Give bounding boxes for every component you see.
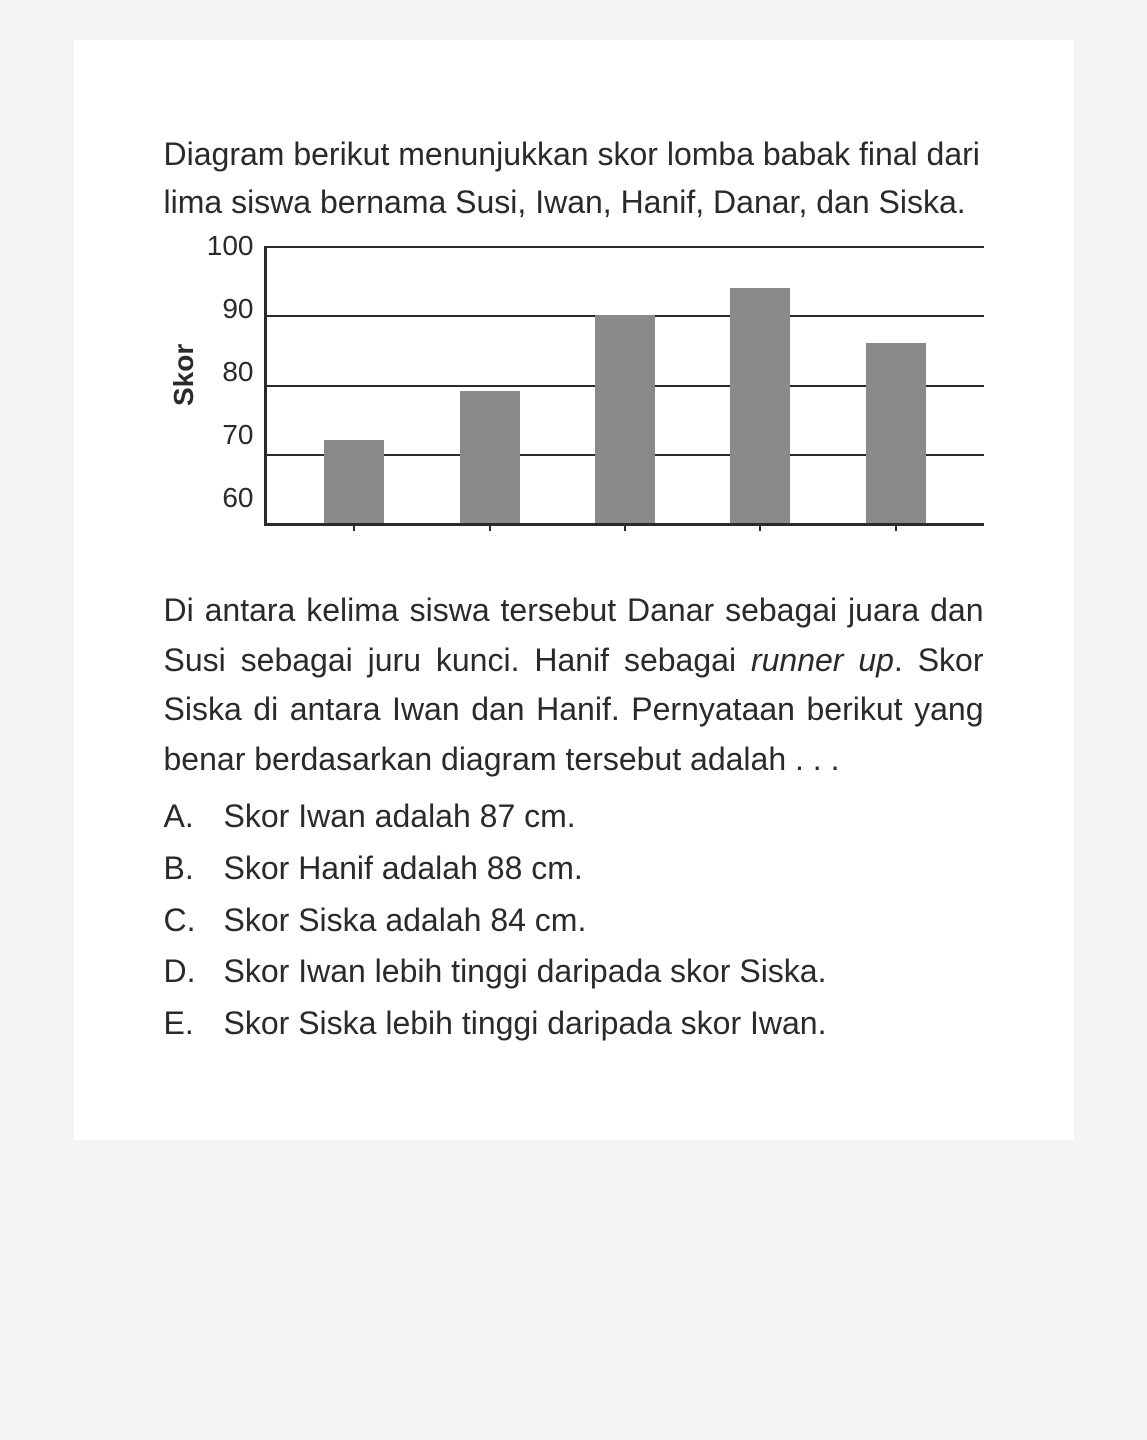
x-tick [595,523,655,531]
option-letter: E. [164,999,224,1049]
option-letter: A. [164,792,224,842]
option-text: Skor Siska adalah 84 cm. [224,896,984,946]
option-text: Skor Iwan lebih tinggi daripada skor Sis… [224,947,984,997]
y-tick: 60 [194,484,254,512]
bar-3 [595,315,655,523]
bar-4 [730,288,790,523]
option-d: D. Skor Iwan lebih tinggi daripada skor … [164,947,984,997]
option-text: Skor Hanif adalah 88 cm. [224,844,984,894]
option-letter: C. [164,896,224,946]
bars-group [267,246,984,523]
bar-1 [324,440,384,523]
bar-chart: Skor 100 90 80 70 60 [164,246,984,526]
option-e: E. Skor Siska lebih tinggi daripada skor… [164,999,984,1049]
intro-paragraph: Diagram berikut menunjukkan skor lomba b… [164,130,984,226]
x-tick [866,523,926,531]
question-italic: runner up [751,642,894,678]
y-tick: 70 [194,421,254,449]
y-ticks: 100 90 80 70 60 [194,246,254,526]
x-tickmarks [267,523,984,531]
y-tick: 100 [194,232,254,260]
option-letter: B. [164,844,224,894]
option-text: Skor Siska lebih tinggi daripada skor Iw… [224,999,984,1049]
y-tick: 80 [194,358,254,386]
plot-area [264,246,984,526]
x-tick [324,523,384,531]
options-list: A. Skor Iwan adalah 87 cm. B. Skor Hanif… [164,792,984,1048]
x-tick [460,523,520,531]
bar-5 [866,343,926,523]
x-tick [730,523,790,531]
exam-page: Diagram berikut menunjukkan skor lomba b… [74,40,1074,1140]
option-b: B. Skor Hanif adalah 88 cm. [164,844,984,894]
bar-2 [460,391,520,523]
option-letter: D. [164,947,224,997]
question-paragraph: Di antara kelima siswa tersebut Danar se… [164,586,984,784]
option-text: Skor Iwan adalah 87 cm. [224,792,984,842]
y-tick: 90 [194,295,254,323]
option-c: C. Skor Siska adalah 84 cm. [164,896,984,946]
chart-area: 100 90 80 70 60 [194,246,984,526]
option-a: A. Skor Iwan adalah 87 cm. [164,792,984,842]
